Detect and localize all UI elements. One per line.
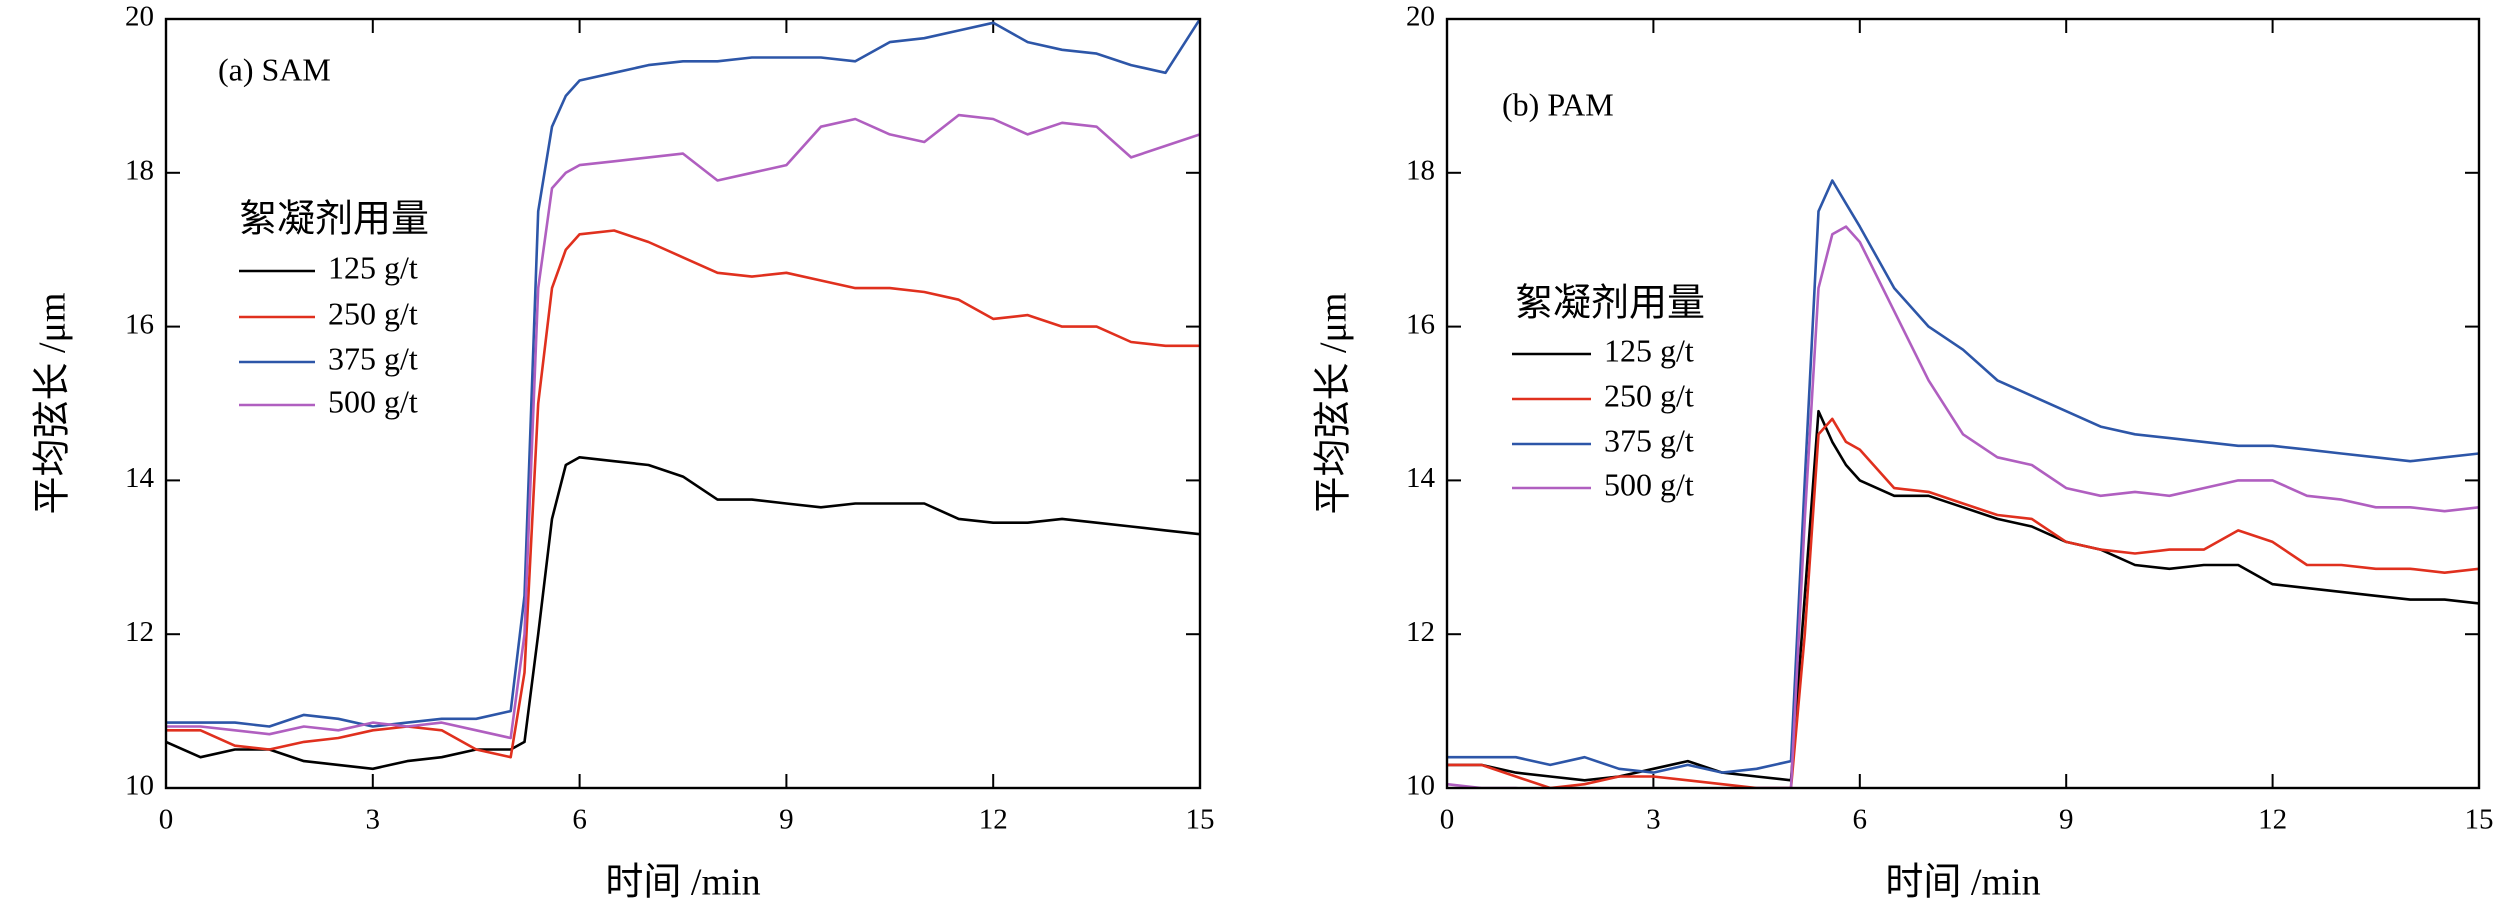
x-tick-label: 6 — [1853, 804, 1868, 836]
x-tick-label: 0 — [159, 804, 174, 836]
x-axis-label: 时间 /min — [1885, 862, 2040, 904]
legend-label: 375 g/t — [328, 340, 418, 376]
plot-frame — [1445, 17, 2481, 790]
series-line — [166, 19, 1200, 728]
y-tick-label: 20 — [1406, 1, 1435, 33]
legend-label: 125 g/t — [328, 249, 418, 285]
annotation: (b) PAM — [1502, 86, 1614, 122]
series-line — [1447, 409, 2479, 782]
y-tick-label: 10 — [1406, 770, 1435, 802]
legend-label: 250 g/t — [1604, 377, 1694, 413]
y-tick-label: 18 — [1406, 154, 1435, 186]
y-tick-label: 18 — [125, 154, 154, 186]
x-tick-label: 6 — [572, 804, 587, 836]
x-tick-label: 15 — [1186, 804, 1215, 836]
y-tick-label: 12 — [1406, 616, 1435, 648]
x-axis-label: 时间 /min — [605, 862, 760, 904]
series-line — [166, 456, 1200, 771]
y-tick-label: 16 — [1406, 308, 1435, 340]
x-tick-label: 3 — [1646, 804, 1661, 836]
series-line — [1447, 179, 2479, 774]
y-tick-label: 14 — [125, 462, 155, 494]
x-tick-label: 12 — [979, 804, 1008, 836]
legend-title: 絮凝剂用量 — [239, 199, 429, 241]
series-line — [1447, 417, 2479, 788]
y-tick-label: 20 — [125, 1, 154, 33]
legend-label: 500 g/t — [1604, 466, 1694, 502]
series-line — [1447, 225, 2479, 788]
y-tick-label: 12 — [125, 616, 154, 648]
series-line — [166, 229, 1200, 759]
y-axis-label: 平均弦长 /μm — [32, 293, 74, 515]
plot-frame — [164, 17, 1202, 790]
legend-label: 125 g/t — [1604, 332, 1694, 368]
x-tick-label: 9 — [779, 804, 794, 836]
x-tick-label: 9 — [2059, 804, 2074, 836]
legend-label: 375 g/t — [1604, 422, 1694, 458]
y-tick-label: 16 — [125, 308, 154, 340]
x-tick-label: 12 — [2258, 804, 2287, 836]
y-axis-label: 平均弦长 /μm — [1313, 293, 1355, 515]
y-tick-label: 10 — [125, 770, 154, 802]
y-tick-label: 14 — [1406, 462, 1436, 494]
x-tick-label: 3 — [366, 804, 381, 836]
legend-label: 500 g/t — [328, 383, 418, 419]
legend-title: 絮凝剂用量 — [1515, 283, 1705, 325]
x-tick-label: 15 — [2465, 804, 2494, 836]
legend-label: 250 g/t — [328, 295, 418, 331]
series-line — [166, 113, 1200, 740]
annotation: (a) SAM — [218, 51, 331, 87]
x-tick-label: 0 — [1440, 804, 1455, 836]
